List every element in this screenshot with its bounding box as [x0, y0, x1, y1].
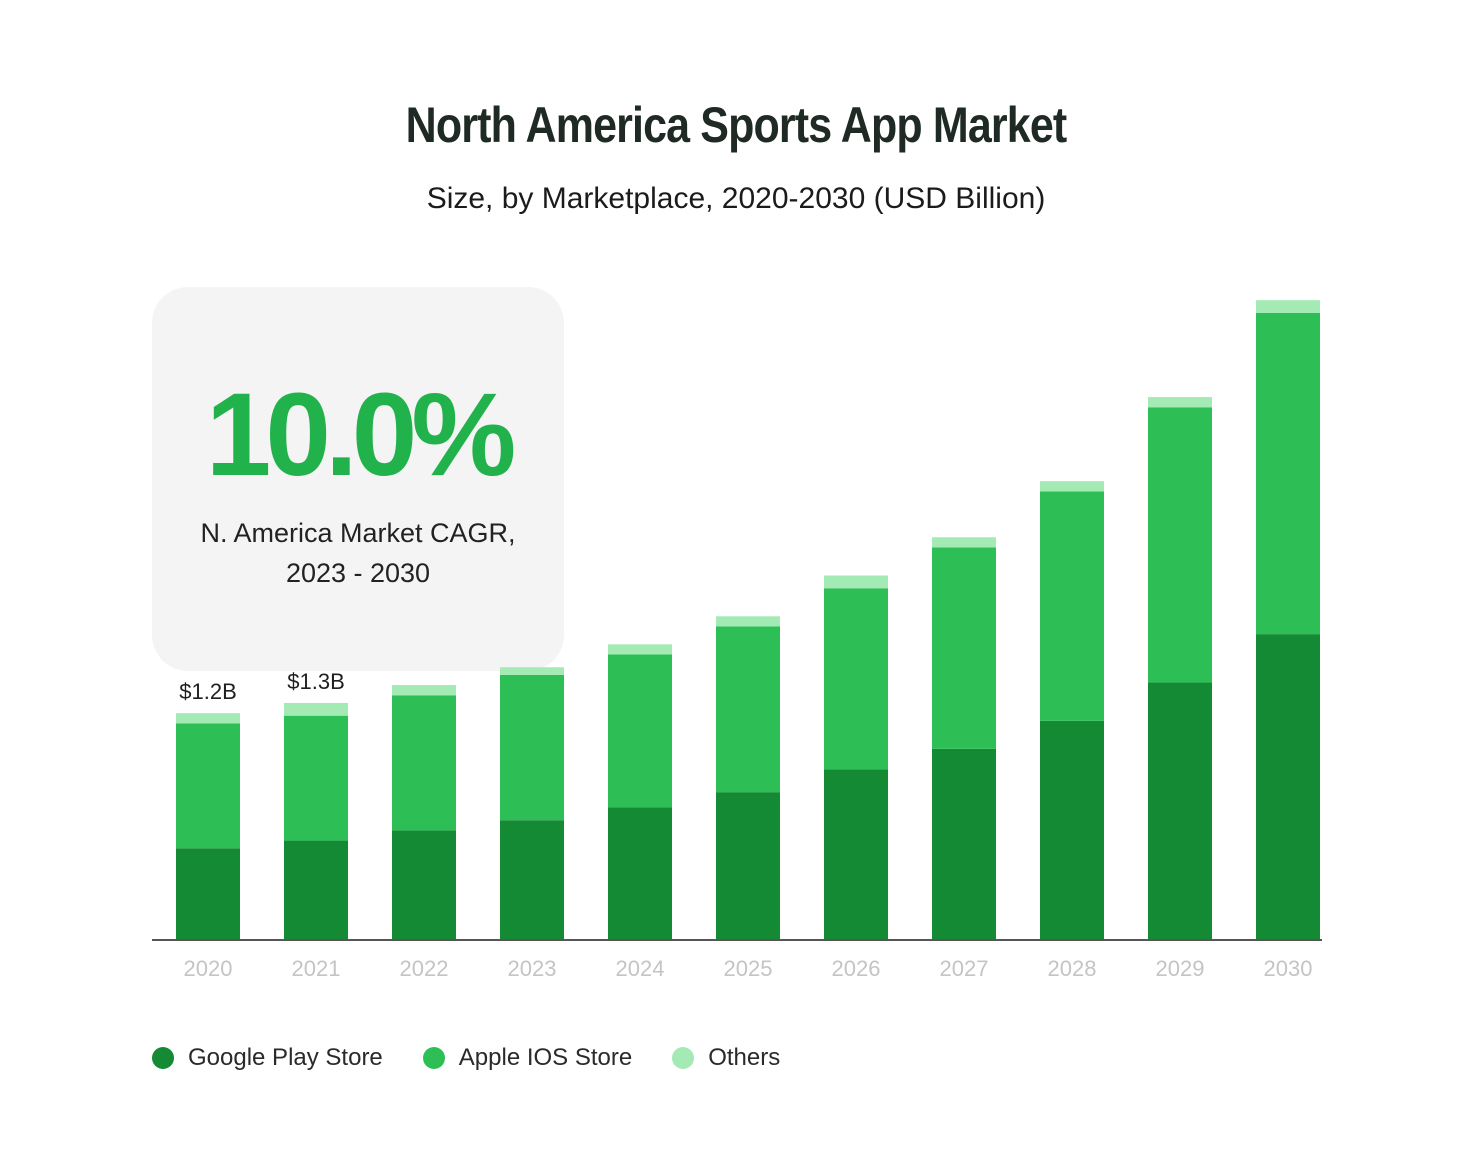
bar-apple-ios-2028 [1040, 491, 1104, 721]
legend-dot-apple-ios [422, 1047, 445, 1069]
cagr-label: N. America Market CAGR, 2023 - 2030 [152, 513, 564, 593]
legend-dot-others [672, 1047, 695, 1069]
bar-apple-ios-2021 [284, 715, 348, 841]
bar-apple-ios-2023 [500, 674, 564, 821]
legend-label-others: Others [708, 1044, 781, 1071]
cagr-label-line1: N. America Market CAGR, [200, 518, 516, 548]
bar-google-play-2022 [392, 830, 456, 940]
bar-others-2024 [608, 644, 672, 655]
bar-apple-ios-2025 [716, 626, 780, 793]
bar-apple-ios-2027 [932, 547, 996, 749]
bar-google-play-2020 [176, 848, 240, 940]
x-tick-label-2026: 2026 [832, 956, 881, 981]
bar-others-2022 [392, 685, 456, 696]
x-tick-label-2029: 2029 [1156, 956, 1205, 981]
legend-item-google-play: Google Play Store [152, 1044, 383, 1072]
cagr-value: 10.0% [205, 369, 517, 501]
bar-others-2028 [1040, 481, 1104, 492]
x-tick-label-2023: 2023 [508, 956, 557, 981]
bar-others-2029 [1148, 397, 1212, 408]
x-tick-label-2027: 2027 [940, 956, 989, 981]
bar-apple-ios-2022 [392, 695, 456, 831]
bar-apple-ios-2030 [1256, 312, 1320, 635]
bar-others-2027 [932, 537, 996, 548]
legend-item-others: Others [672, 1044, 780, 1072]
legend-dot-google-play [152, 1047, 174, 1069]
bar-google-play-2028 [1040, 720, 1104, 940]
bar-google-play-2023 [500, 820, 564, 940]
legend: Google Play Store Apple IOS Store Others [152, 1040, 820, 1076]
x-tick-label-2020: 2020 [184, 956, 233, 981]
bar-google-play-2026 [824, 769, 888, 940]
cagr-card: 10.0% N. America Market CAGR, 2023 - 203… [152, 287, 564, 671]
bar-google-play-2027 [932, 748, 996, 940]
x-tick-label-2028: 2028 [1048, 956, 1097, 981]
chart-title: North America Sports App Market [405, 97, 1068, 153]
x-tick-label-2022: 2022 [400, 956, 449, 981]
legend-label-apple-ios: Apple IOS Store [458, 1044, 633, 1071]
bar-google-play-2025 [716, 792, 780, 940]
bar-apple-ios-2029 [1148, 407, 1212, 683]
bar-others-2021 [284, 702, 348, 716]
x-tick-label-2025: 2025 [724, 956, 773, 981]
bar-others-2025 [716, 616, 780, 627]
bar-apple-ios-2024 [608, 654, 672, 808]
bar-apple-ios-2026 [824, 588, 888, 770]
bar-others-2030 [1256, 300, 1320, 313]
bar-apple-ios-2020 [176, 723, 240, 849]
x-tick-label-2021: 2021 [292, 956, 341, 981]
bar-google-play-2030 [1256, 634, 1320, 940]
bar-google-play-2021 [284, 840, 348, 940]
legend-label-google-play: Google Play Store [188, 1044, 383, 1071]
x-tick-label-2030: 2030 [1264, 956, 1313, 981]
data-label-2020: $1.2B [179, 679, 237, 704]
cagr-label-line2: 2023 - 2030 [285, 558, 431, 588]
bar-others-2026 [824, 575, 888, 589]
bar-others-2023 [500, 667, 564, 675]
bar-google-play-2029 [1148, 682, 1212, 940]
x-tick-label-2024: 2024 [616, 956, 665, 981]
bar-others-2020 [176, 713, 240, 724]
chart-subtitle: Size, by Marketplace, 2020-2030 (USD Bil… [426, 182, 1046, 215]
legend-item-apple-ios: Apple IOS Store [422, 1044, 633, 1072]
data-label-2021: $1.3B [287, 669, 345, 694]
bar-google-play-2024 [608, 807, 672, 940]
